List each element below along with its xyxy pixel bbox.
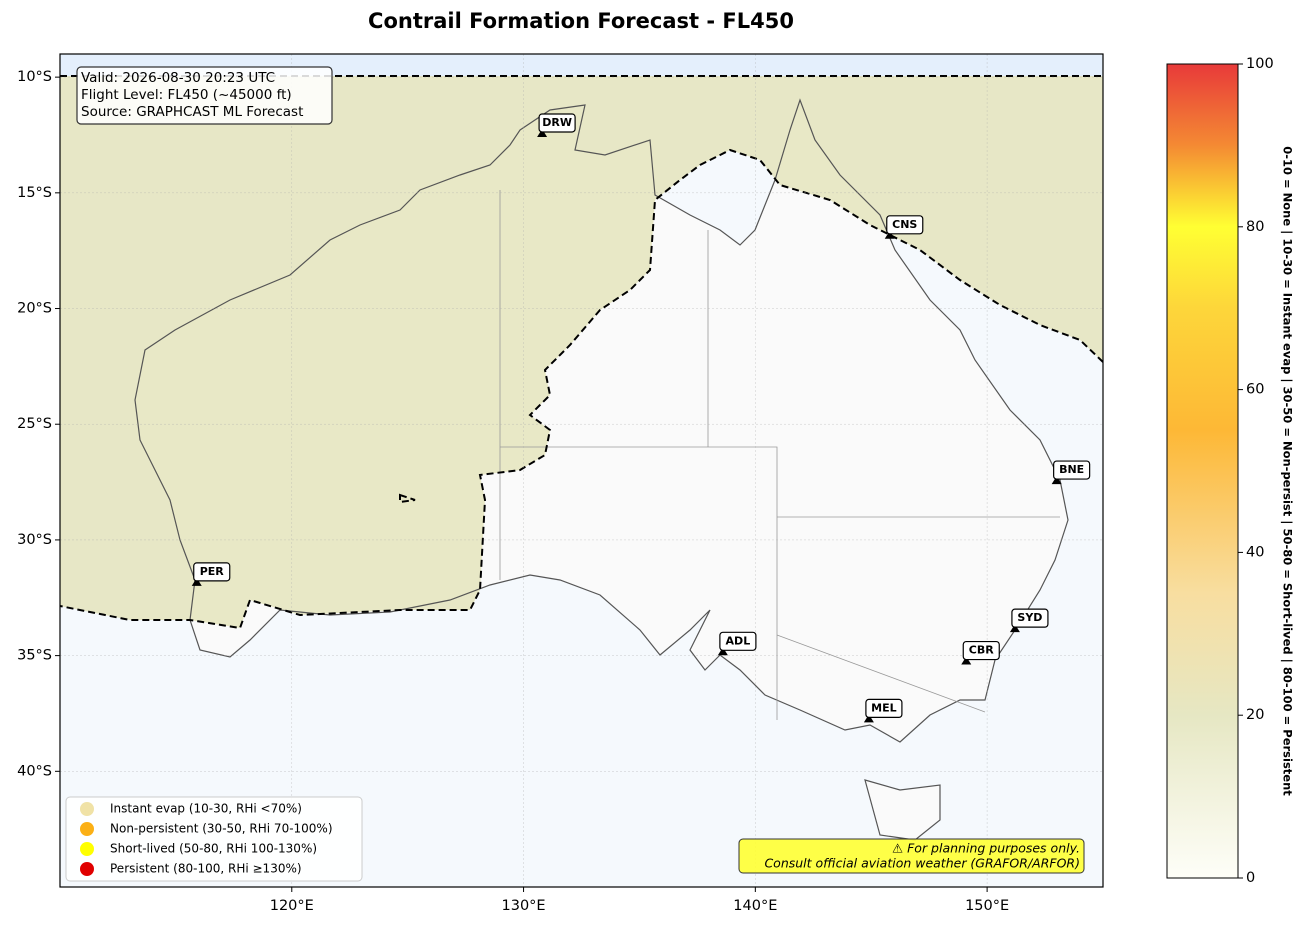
- city-marker: [537, 128, 548, 137]
- contrail-region: [60, 76, 1103, 628]
- grid: [60, 54, 1103, 887]
- colorbar-label: 0-10 = None | 10-30 = Instant evap | 30-…: [1281, 146, 1295, 796]
- city-label: MEL: [871, 701, 896, 714]
- contrail-boundary: [60, 75, 1103, 630]
- legend-label: Instant evap (10-30, RHi <70%): [110, 802, 302, 816]
- city-marker: [884, 230, 895, 239]
- city-label-box: [865, 698, 903, 719]
- y-tick-label: 15°S: [17, 185, 52, 201]
- info-box-frame: [76, 66, 333, 125]
- note-line: Consult official aviation weather (GRAFO…: [764, 856, 1080, 871]
- y-tick-label: 40°S: [17, 763, 52, 779]
- state-borders: [499, 190, 1060, 720]
- note-line: ⚠ For planning purposes only.: [892, 841, 1080, 856]
- colorbar: 0-10 = None | 10-30 = Instant evap | 30-…: [1166, 56, 1295, 886]
- note-box: ⚠ For planning purposes only. Consult of…: [738, 838, 1085, 874]
- city-label: DRW: [542, 116, 572, 129]
- city-label-box: [719, 631, 757, 651]
- legend: Instant evap (10-30, RHi <70%) Non-persis…: [65, 796, 363, 882]
- legend-label: Non-persistent (30-50, RHi 70-100%): [110, 822, 333, 836]
- city-marker: [1051, 476, 1062, 485]
- legend-swatch: [80, 842, 94, 856]
- city-label: PER: [200, 565, 225, 578]
- legend-swatch: [80, 862, 94, 876]
- colorbar-tick-label: 0: [1246, 870, 1255, 886]
- colorbar-tick-label: 40: [1246, 544, 1264, 560]
- city-label-box: [1011, 608, 1049, 628]
- y-tick-label: 30°S: [17, 532, 52, 548]
- city-marker: [191, 577, 202, 586]
- info-box: Valid: 2026-08-30 20:23 UTC Flight Level…: [76, 66, 333, 125]
- city-label: ADL: [726, 634, 751, 647]
- info-line: Flight Level: FL450 (~45000 ft): [81, 87, 292, 103]
- y-tick-label: 35°S: [17, 648, 52, 664]
- legend-swatch: [80, 802, 94, 816]
- city-label: BNE: [1059, 463, 1084, 476]
- legend-frame: [65, 796, 363, 882]
- city-label-box: [962, 640, 1000, 661]
- info-line: Source: GRAPHCAST ML Forecast: [81, 104, 303, 120]
- y-tick-label: 10°S: [17, 69, 52, 85]
- legend-label: Short-lived (50-80, RHi 100-130%): [110, 842, 317, 856]
- x-tick-label: 120°E: [270, 898, 314, 914]
- city-marker: [961, 656, 972, 665]
- city-marker: [1009, 624, 1020, 633]
- legend-label: Persistent (80-100, RHi ≥130%): [110, 862, 302, 876]
- city-label-box: [193, 562, 231, 582]
- colorbar-tick-label: 80: [1246, 219, 1264, 235]
- colorbar-tick-label: 60: [1246, 382, 1264, 398]
- axes: 120°E 130°E 140°E 150°E 10°S 15°S 20°S 25°S 30°S…: [17, 69, 1009, 914]
- x-tick-label: 130°E: [502, 898, 546, 914]
- city-label-box: [886, 215, 924, 235]
- city-label-box: [538, 113, 576, 133]
- city-marker: [717, 647, 728, 656]
- map-frame: [59, 53, 1104, 888]
- info-line: Valid: 2026-08-30 20:23 UTC: [81, 70, 275, 86]
- city-label: CBR: [969, 644, 994, 657]
- city-marker: [863, 714, 874, 723]
- note-frame: [738, 838, 1085, 874]
- map-title: Contrail Formation Forecast - FL450: [368, 9, 794, 33]
- cities: DRW CNS BNE PER ADL SYD CBR MEL: [191, 113, 1091, 723]
- city-label: SYD: [1017, 611, 1042, 624]
- city-label-box: [1053, 460, 1091, 480]
- colorbar-tick-label: 20: [1246, 707, 1264, 723]
- x-tick-label: 150°E: [965, 898, 1009, 914]
- colorbar-ramp: [1166, 63, 1239, 879]
- y-tick-label: 20°S: [17, 301, 52, 317]
- city-label: CNS: [892, 218, 917, 231]
- colorbar-tick-label: 100: [1246, 56, 1274, 72]
- y-tick-label: 25°S: [17, 416, 52, 432]
- map-area: DRW CNS BNE PER ADL SYD CBR MEL: [60, 54, 1103, 887]
- x-tick-label: 140°E: [733, 898, 777, 914]
- coastline: [134, 98, 1069, 841]
- legend-swatch: [80, 822, 94, 836]
